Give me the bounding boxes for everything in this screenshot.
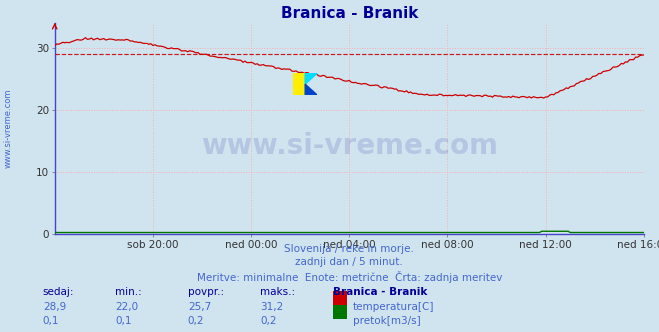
Text: 0,2: 0,2: [260, 316, 277, 326]
Text: sedaj:: sedaj:: [43, 287, 74, 297]
Text: 31,2: 31,2: [260, 302, 283, 312]
Text: maks.:: maks.:: [260, 287, 295, 297]
Text: Branica - Branik: Branica - Branik: [333, 287, 427, 297]
Text: 0,1: 0,1: [43, 316, 59, 326]
Polygon shape: [293, 73, 305, 95]
Polygon shape: [305, 73, 317, 84]
Text: 25,7: 25,7: [188, 302, 211, 312]
Text: 0,2: 0,2: [188, 316, 204, 326]
Text: Slovenija / reke in morje.: Slovenija / reke in morje.: [284, 244, 415, 254]
Text: www.si-vreme.com: www.si-vreme.com: [3, 89, 13, 168]
Text: min.:: min.:: [115, 287, 142, 297]
Text: www.si-vreme.com: www.si-vreme.com: [201, 131, 498, 159]
Text: 22,0: 22,0: [115, 302, 138, 312]
Polygon shape: [305, 84, 317, 95]
Text: 0,1: 0,1: [115, 316, 132, 326]
Text: Meritve: minimalne  Enote: metrične  Črta: zadnja meritev: Meritve: minimalne Enote: metrične Črta:…: [196, 271, 502, 283]
Text: pretok[m3/s]: pretok[m3/s]: [353, 316, 420, 326]
Text: 28,9: 28,9: [43, 302, 66, 312]
Text: zadnji dan / 5 minut.: zadnji dan / 5 minut.: [295, 257, 403, 267]
Text: povpr.:: povpr.:: [188, 287, 224, 297]
Title: Branica - Branik: Branica - Branik: [281, 6, 418, 21]
Text: temperatura[C]: temperatura[C]: [353, 302, 434, 312]
